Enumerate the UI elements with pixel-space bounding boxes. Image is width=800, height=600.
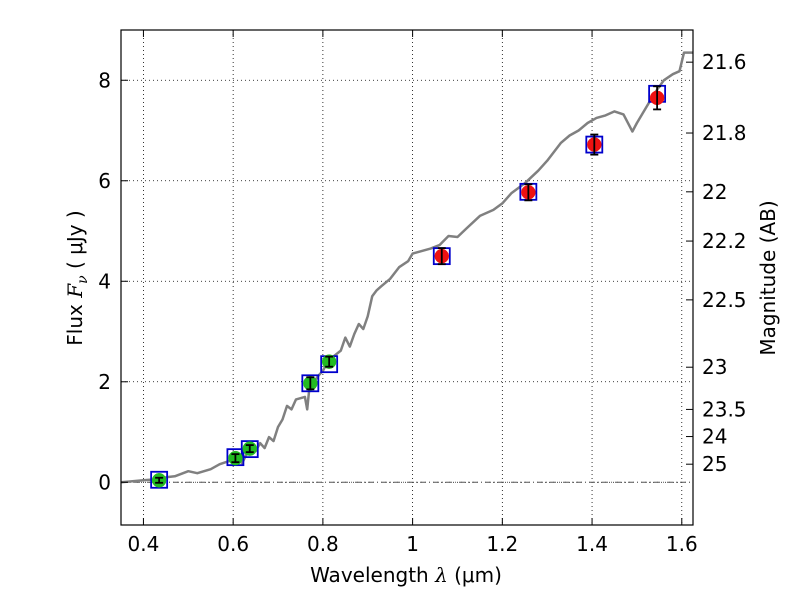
y2-tick-label: 23.5 bbox=[702, 397, 747, 421]
x-tick-label: 0.6 bbox=[217, 532, 249, 556]
y2-tick-label: 21.8 bbox=[702, 121, 747, 145]
axis-ticks: 0.4 0.6 0.8 1 1.2 1.4 1.60246821.621.82222.222… bbox=[98, 30, 747, 556]
y2-tick-label: 22.5 bbox=[702, 288, 747, 312]
observed-photometry-markers bbox=[151, 85, 665, 488]
plot-frame bbox=[120, 29, 694, 526]
x-tick-label: 1.2 bbox=[486, 532, 518, 556]
x-tick-label: 0.8 bbox=[307, 532, 339, 556]
y2-tick-label: 23 bbox=[702, 355, 727, 379]
secondary-y-axis-title: Magnitude (AB) bbox=[756, 200, 780, 355]
x-tick-label: 1.4 bbox=[576, 532, 608, 556]
y-tick-label: 4 bbox=[98, 269, 111, 293]
y2-tick-label: 22 bbox=[702, 180, 727, 204]
y2-tick-label: 21.6 bbox=[702, 50, 747, 74]
grid-lines bbox=[121, 30, 693, 525]
model-point-square bbox=[301, 374, 320, 393]
x-tick-label: 0.4 bbox=[128, 532, 160, 556]
y2-tick-label: 24 bbox=[702, 425, 727, 449]
y-tick-label: 8 bbox=[98, 68, 111, 92]
y-tick-label: 0 bbox=[98, 470, 111, 494]
model-point-square bbox=[150, 470, 169, 489]
y-axis-title: Flux Fν ( μJy ) bbox=[63, 210, 91, 345]
y-tick-label: 2 bbox=[98, 370, 111, 394]
y-tick-label: 6 bbox=[98, 169, 111, 193]
y2-tick-label: 22.2 bbox=[702, 229, 747, 253]
x-tick-label: 1.6 bbox=[666, 532, 698, 556]
model-point-square bbox=[240, 440, 259, 459]
x-tick-label: 1 bbox=[406, 532, 419, 556]
y2-tick-label: 25 bbox=[702, 452, 727, 476]
x-axis-title: Wavelength λ (μm) bbox=[310, 563, 502, 587]
